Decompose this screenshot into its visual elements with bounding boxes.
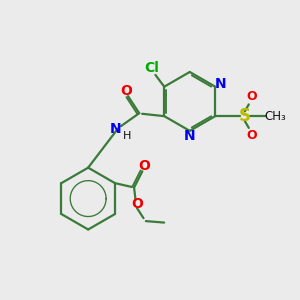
Text: O: O xyxy=(131,197,143,211)
Text: CH₃: CH₃ xyxy=(264,110,286,123)
Text: O: O xyxy=(246,90,257,103)
Text: O: O xyxy=(138,159,150,173)
Text: N: N xyxy=(110,122,122,136)
Text: O: O xyxy=(121,83,133,98)
Text: S: S xyxy=(239,107,251,125)
Text: O: O xyxy=(246,129,257,142)
Text: H: H xyxy=(123,131,132,141)
Text: N: N xyxy=(215,77,226,91)
Text: N: N xyxy=(183,129,195,143)
Text: Cl: Cl xyxy=(144,61,159,75)
